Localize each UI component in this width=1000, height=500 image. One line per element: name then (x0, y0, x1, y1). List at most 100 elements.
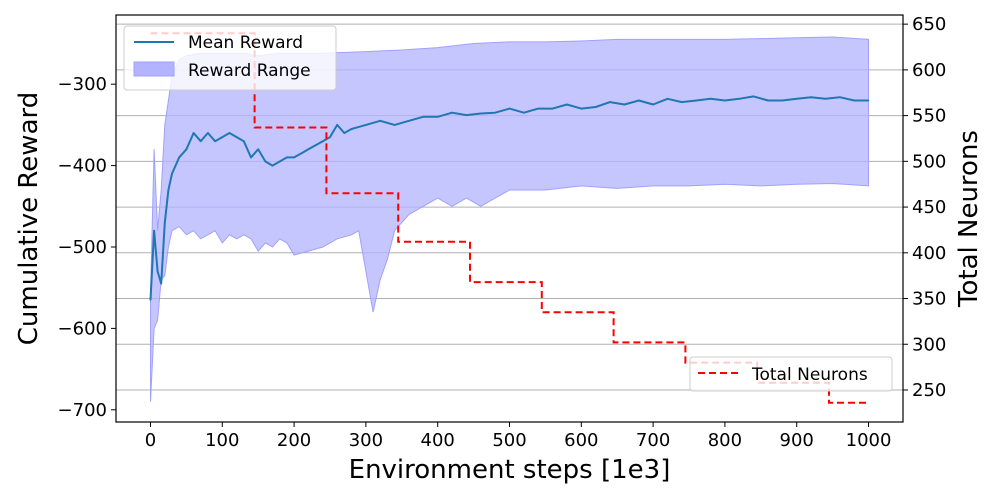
mean-reward-point (738, 98, 741, 100)
x-tick-label: 200 (277, 430, 311, 451)
mean-reward-point (271, 164, 274, 167)
x-tick-label: 1000 (846, 430, 892, 451)
y2-tick-label: 500 (912, 151, 946, 172)
mean-reward-point (149, 299, 152, 301)
legend-bottom-right: Total Neurons (689, 356, 893, 392)
y2-tick-label: 450 (912, 197, 946, 218)
legend-neurons-label: Total Neurons (751, 365, 868, 385)
mean-reward-point (343, 132, 346, 134)
mean-reward-point (795, 98, 798, 100)
legend-range-label: Reward Range (188, 61, 311, 81)
mean-reward-point (666, 98, 669, 100)
mean-reward-point (178, 156, 180, 159)
mean-reward-point (537, 107, 539, 110)
mean-reward-point (214, 140, 216, 142)
mean-reward-point (171, 172, 173, 175)
x-tick-label: 900 (780, 430, 814, 451)
mean-reward-point (350, 128, 353, 130)
mean-reward-point (393, 124, 396, 126)
mean-reward-point (623, 103, 626, 106)
mean-reward-point (609, 101, 611, 103)
mean-reward-point (422, 116, 425, 118)
mean-reward-polyline (149, 95, 869, 300)
mean-reward-point (207, 132, 209, 134)
mean-reward-point (314, 144, 317, 146)
y-tick-label: −700 (58, 400, 107, 421)
mean-reward-point (379, 120, 382, 122)
mean-reward-point (264, 160, 267, 163)
legend-range-swatch (133, 61, 175, 77)
x-tick-label: 100 (205, 430, 239, 451)
x-axis-ticks: 0 100 200 300 400 500 600 700 800 900 1000 (145, 422, 892, 451)
mean-reward-point (153, 229, 155, 232)
x-tick-label: 0 (145, 430, 156, 451)
reward-range-band (150, 36, 869, 402)
mean-reward-point (480, 112, 482, 115)
mean-reward-point (695, 99, 697, 102)
mean-reward-point (523, 111, 525, 114)
y-axis-label: Cumulative Reward (14, 92, 44, 346)
mean-reward-point (781, 99, 784, 102)
mean-reward-point (322, 140, 324, 142)
x-axis-label: Environment steps [1e3] (349, 455, 671, 485)
mean-reward-point (508, 107, 511, 110)
mean-reward-point (810, 96, 812, 98)
mean-reward-point (250, 156, 252, 159)
mean-reward-point (594, 106, 597, 108)
x-tick-label: 600 (564, 430, 598, 451)
mean-reward-point (278, 160, 281, 163)
y2-axis-ticks: 250 300 350 400 450 500 550 600 650 (903, 14, 946, 401)
legend-top-left: Mean Reward Reward Range (123, 25, 337, 91)
legend-mean-label: Mean Reward (188, 33, 303, 53)
mean-reward-line (149, 95, 870, 301)
mean-reward-point (465, 114, 468, 116)
mean-reward-point (286, 156, 288, 159)
mean-reward-point (156, 270, 159, 273)
x-tick-label: 300 (349, 430, 383, 451)
mean-reward-point (580, 107, 583, 110)
mean-reward-point (767, 99, 769, 102)
y2-tick-label: 600 (912, 60, 946, 81)
x-tick-label: 800 (708, 430, 742, 451)
mean-reward-point (681, 101, 683, 103)
mean-reward-point (451, 111, 453, 114)
mean-reward-point (257, 148, 260, 151)
y-tick-label: −400 (58, 156, 107, 177)
y2-tick-label: 650 (912, 14, 946, 35)
y2-tick-label: 300 (912, 334, 946, 355)
y-tick-label: −300 (58, 74, 107, 95)
mean-reward-point (853, 99, 855, 102)
mean-reward-point (551, 107, 554, 110)
mean-reward-point (167, 189, 170, 191)
mean-reward-point (300, 152, 303, 155)
y2-tick-label: 400 (912, 243, 946, 264)
mean-reward-point (824, 98, 827, 100)
mean-reward-point (652, 103, 654, 106)
legend-box (689, 356, 893, 392)
mean-reward-point (185, 148, 188, 151)
mean-reward-point (307, 148, 310, 151)
y2-tick-label: 350 (912, 289, 946, 310)
mean-reward-point (436, 116, 439, 118)
mean-reward-point (365, 124, 367, 126)
mean-reward-point (867, 99, 870, 102)
y-axis-ticks: −300 −400 −500 −600 −700 (58, 74, 116, 421)
y-tick-label: −600 (58, 318, 107, 339)
mean-reward-point (329, 136, 331, 138)
x-tick-label: 500 (492, 430, 526, 451)
mean-reward-point (199, 140, 202, 142)
mean-reward-point (336, 124, 339, 126)
y-tick-label: −500 (58, 237, 107, 258)
mean-reward-point (709, 98, 712, 100)
mean-reward-point (293, 156, 295, 159)
reward-range-area (150, 36, 869, 402)
mean-reward-point (566, 103, 568, 106)
mean-reward-point (494, 111, 496, 114)
mean-reward-point (164, 221, 166, 224)
y2-tick-label: 250 (912, 380, 946, 401)
x-tick-label: 400 (421, 430, 455, 451)
mean-reward-point (638, 99, 640, 102)
mean-reward-point (724, 99, 726, 102)
mean-reward-point (243, 140, 245, 142)
